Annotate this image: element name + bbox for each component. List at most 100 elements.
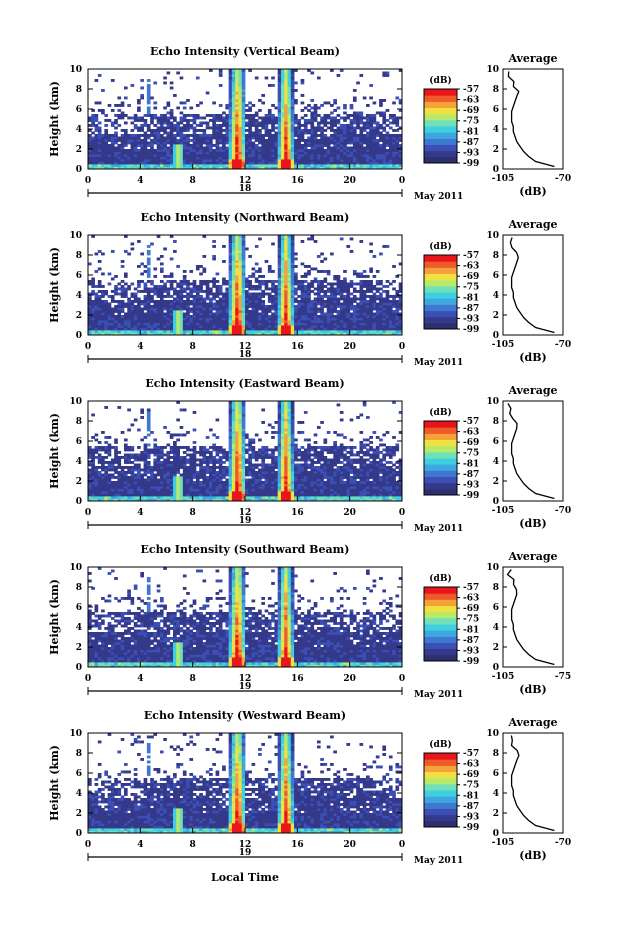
heatmap-cell [349,164,354,167]
heatmap-cell [379,330,383,333]
heatmap-cell [143,134,148,137]
heatmap-cell [346,305,351,308]
heatmap-cell [176,297,180,301]
heatmap-cell [156,141,161,145]
heatmap-cell [287,280,292,283]
heatmap-cell [166,292,171,296]
heatmap-cell [382,305,387,308]
heatmap-cell [280,265,285,268]
heatmap-cell [209,315,213,318]
heatmap-cell [117,159,122,162]
heatmap-cell [346,151,351,155]
heatmap-cell [150,134,154,137]
heatmap-cell [264,151,269,155]
heatmap-cell [294,89,298,92]
heatmap-cell [343,119,347,122]
heatmap-cell [245,156,249,160]
heatmap-cell [297,149,301,152]
heatmap-cell [287,139,292,142]
heatmap-cell [212,245,216,248]
heatmap-cell [238,282,243,286]
heatmap-cell [101,461,105,464]
heatmap-cell [228,307,233,311]
heatmap-cell [97,146,102,150]
heatmap-cell [186,154,190,157]
heatmap-cell [395,307,400,311]
heatmap-cell [395,166,400,170]
heatmap-cell [143,498,148,502]
heatmap-cell [297,144,301,147]
heatmap-cell [235,74,239,77]
heatmap-cell [225,312,230,316]
heatmap-cell [88,136,92,140]
heatmap-cell [359,292,364,296]
heatmap-cell [303,131,308,135]
heatmap-cell [127,302,131,306]
heatmap-cell [231,287,236,291]
heatmap-cell [294,280,298,283]
heatmap-cell [248,159,252,162]
heatmap-cell [225,134,230,137]
heatmap-cell [202,129,207,132]
heatmap-cell [320,149,324,152]
heatmap-cell [235,245,239,248]
heatmap-cell [218,290,223,293]
avg-y-tick-label: 10 [486,65,499,75]
heatmap-cell [316,295,321,298]
heatmap-cell [199,166,203,170]
heatmap-cell [261,330,266,333]
heatmap-cell [101,134,105,137]
heatmap-cell [166,320,171,323]
heatmap-cell [163,166,167,170]
heatmap-cell [228,86,233,90]
heatmap-cell [228,315,233,318]
heatmap-cell [352,300,357,303]
heatmap-cell [290,96,295,100]
heatmap-cell [336,330,341,333]
heatmap-cell [137,129,141,132]
heatmap-cell [297,307,301,311]
colorbar-tick-label: -63 [463,96,479,106]
heatmap-cell [359,116,364,120]
heatmap-cell [333,327,337,331]
heatmap-cell [189,134,194,137]
heatmap-cell [248,325,252,328]
heatmap-cell [356,141,360,145]
heatmap-cell [169,305,174,308]
heatmap-cell [248,327,252,331]
heatmap-cell [356,330,360,333]
heatmap-cell [101,330,105,333]
heatmap-cell [231,136,236,140]
heatmap-cell [133,317,138,321]
heatmap-cell [382,121,387,125]
heatmap-cell [212,317,216,321]
heatmap-cell [143,446,148,449]
heatmap-cell [222,129,226,132]
heatmap-cell [336,159,341,162]
heatmap-cell [182,116,187,120]
heatmap-cell [346,292,351,296]
heatmap-cell [326,320,331,323]
heatmap-cell [398,99,403,102]
heatmap-cell [392,297,396,301]
heatmap-cell [369,116,373,120]
heatmap-cell [271,139,275,142]
heatmap-cell [179,287,184,291]
heatmap-cell [97,166,102,170]
heatmap-cell [251,315,256,318]
heatmap-cell [271,129,275,132]
heatmap-cell [316,154,321,157]
heatmap-cell [137,498,141,502]
heatmap-cell [398,146,403,150]
colorbar-tick-label: -87 [463,304,479,314]
heatmap-cell [199,305,203,308]
heatmap-cell [176,161,180,165]
heatmap-cell [349,154,354,157]
heatmap-cell [388,121,393,125]
heatmap-cell [143,473,148,477]
heatmap-cell [310,290,315,293]
heatmap-cell [143,456,148,459]
heatmap-cell [330,310,334,313]
heatmap-cell [238,307,243,311]
heatmap-cell [88,493,92,497]
